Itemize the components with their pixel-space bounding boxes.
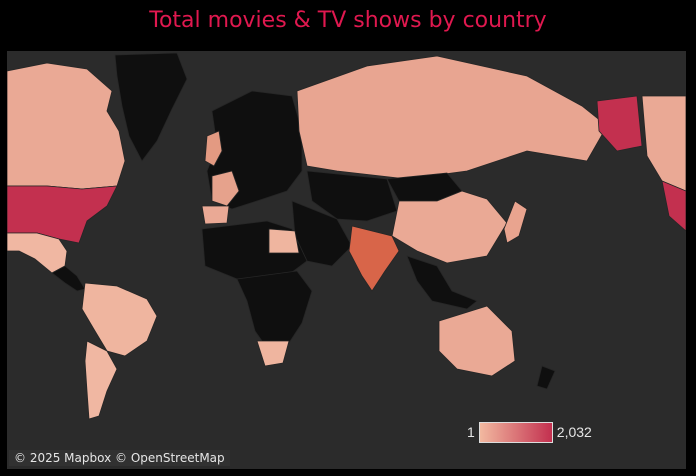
region-france[interactable]: [211, 170, 240, 207]
region-china[interactable]: [391, 190, 508, 264]
legend-max-label: 2,032: [556, 424, 592, 440]
region-canada[interactable]: [7, 62, 126, 190]
region-sub-saharan-africa: [236, 270, 313, 352]
region-spain[interactable]: [201, 205, 230, 225]
world-map[interactable]: © 2025 Mapbox © OpenStreetMap 1 2,032: [7, 51, 686, 469]
legend-min-label: 1: [467, 424, 475, 440]
region-united-kingdom[interactable]: [204, 130, 223, 167]
region-southeast-asia: [406, 255, 478, 310]
region-egypt[interactable]: [268, 228, 300, 254]
region-india[interactable]: [348, 225, 400, 292]
map-title: Total movies & TV shows by country: [149, 8, 547, 33]
map-canvas[interactable]: [7, 51, 686, 469]
legend-gradient-bar: [478, 421, 553, 443]
region-new-zealand: [536, 365, 556, 390]
region-mexico[interactable]: [7, 232, 68, 274]
region-brazil[interactable]: [81, 282, 158, 357]
region-south-africa[interactable]: [256, 340, 290, 367]
region-japan[interactable]: [503, 200, 528, 244]
region-canada-right[interactable]: [641, 95, 686, 192]
region-australia[interactable]: [438, 305, 516, 377]
color-legend: 1 2,032: [467, 421, 592, 443]
region-argentina[interactable]: [84, 340, 118, 420]
map-attribution[interactable]: © 2025 Mapbox © OpenStreetMap: [9, 450, 230, 466]
region-greenland: [114, 52, 188, 162]
region-united-states-right[interactable]: [661, 180, 686, 232]
region-russia[interactable]: [296, 55, 608, 180]
region-alaska[interactable]: [596, 95, 643, 152]
